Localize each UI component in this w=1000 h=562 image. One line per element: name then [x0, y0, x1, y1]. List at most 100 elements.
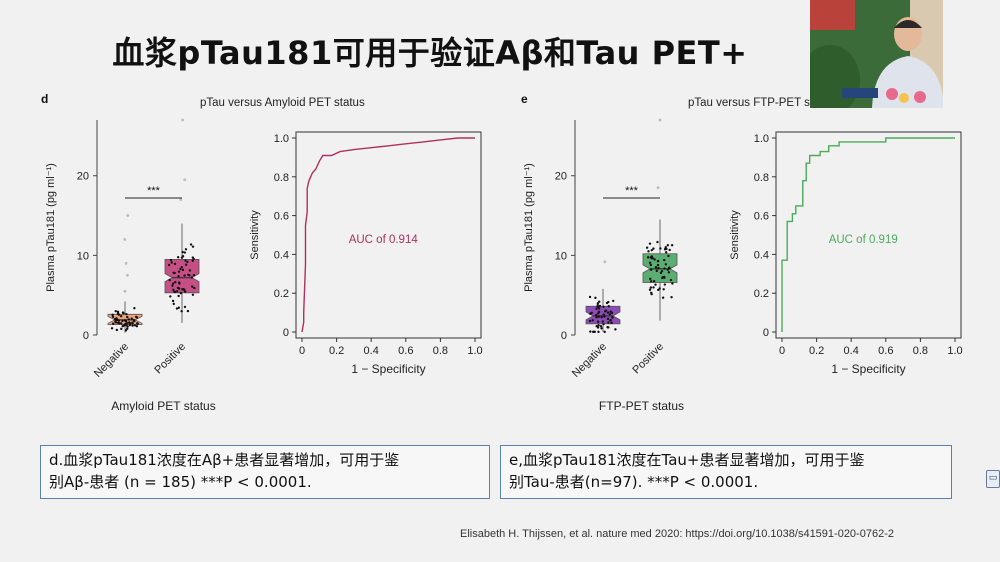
y-tick-label: 0.2: [274, 288, 289, 300]
data-point: [181, 268, 185, 272]
x-axis-label: Amyloid PET status: [111, 399, 215, 413]
data-point: [131, 321, 134, 325]
data-point: [608, 313, 612, 316]
data-point: [600, 315, 603, 319]
y-axis-label: Sensitivity: [249, 210, 261, 260]
data-point: [649, 280, 653, 283]
data-point: [606, 317, 610, 321]
data-point: [186, 309, 190, 313]
data-point: [670, 295, 673, 299]
x-axis-label: 1 − Specificity: [831, 362, 905, 376]
x-tick-label: 0.2: [329, 345, 344, 357]
data-point: [662, 275, 666, 279]
y-tick-label: 20: [77, 171, 89, 183]
data-point: [652, 247, 655, 250]
data-point: [645, 246, 649, 249]
outlier-point: [181, 118, 184, 122]
data-point: [125, 313, 128, 316]
data-point: [121, 319, 124, 323]
data-point: [172, 282, 175, 285]
data-point: [173, 262, 177, 266]
plot-frame: [295, 131, 482, 339]
data-point: [664, 263, 668, 266]
data-point: [614, 328, 617, 331]
category-label-positive: Positive: [152, 341, 188, 377]
data-point: [659, 247, 662, 250]
data-point: [649, 286, 653, 289]
data-point: [611, 316, 614, 319]
data-point: [601, 320, 605, 323]
y-tick-label: 1.0: [274, 133, 289, 145]
data-point: [663, 267, 666, 270]
data-point: [174, 280, 177, 284]
data-point: [179, 267, 182, 271]
data-point: [117, 313, 121, 316]
data-point: [607, 304, 610, 308]
y-tick-label: 10: [555, 250, 567, 262]
y-tick-label: 0.2: [754, 288, 769, 300]
data-point: [124, 329, 128, 332]
outlier-point: [123, 238, 127, 241]
x-tick-label: 0.2: [809, 345, 824, 357]
data-point: [169, 258, 173, 262]
data-point: [121, 311, 125, 314]
data-point: [173, 290, 176, 294]
data-point: [126, 322, 129, 325]
data-point: [191, 245, 195, 248]
data-point: [118, 322, 121, 325]
category-label-negative: Negative: [92, 341, 131, 380]
x-tick-label: 1.0: [947, 345, 962, 357]
citation: Elisabeth H. Thijssen, et al. nature med…: [460, 528, 894, 540]
roc-e: 00 0.2 0.2 0.4 0.4 0.6 0.6 0.8 0.8 1.0 1.0 AUC of 0…: [729, 131, 963, 376]
data-point: [661, 276, 664, 280]
data-point: [189, 243, 193, 246]
y-axis-label: Plasma pTau181 (pg ml⁻¹): [45, 163, 57, 292]
presenter-video-image: [810, 0, 943, 108]
data-point: [648, 261, 652, 264]
data-point: [119, 314, 123, 318]
data-point: [664, 246, 667, 249]
data-point: [588, 319, 592, 323]
data-point: [131, 324, 134, 327]
data-point: [184, 259, 187, 262]
data-point: [588, 295, 592, 299]
data-point: [607, 300, 610, 304]
significance-label: ***: [625, 185, 639, 197]
category-label-negative: Negative: [570, 341, 609, 380]
y-axis-label: Plasma pTau181 (pg ml⁻¹): [523, 163, 535, 292]
data-point: [652, 286, 655, 289]
data-point: [110, 327, 114, 330]
x-tick-label: 0.6: [878, 345, 893, 357]
data-point: [192, 257, 195, 261]
data-point: [668, 266, 671, 269]
boxplot-e: 0 10 20 Negative Positive *** Plasma pTau181 (…: [523, 118, 684, 413]
y-tick-label: 0.6: [754, 211, 769, 223]
data-point: [666, 244, 670, 247]
data-point: [654, 283, 657, 286]
data-point: [663, 258, 666, 262]
data-point: [650, 292, 653, 296]
data-point: [591, 319, 594, 322]
data-point: [175, 290, 179, 293]
data-point: [657, 266, 660, 270]
data-point: [656, 288, 660, 292]
data-point: [606, 326, 609, 329]
data-point: [172, 288, 175, 292]
data-point: [589, 312, 592, 316]
data-point: [606, 311, 610, 314]
data-point: [133, 319, 136, 323]
data-point: [172, 302, 175, 306]
x-axis-label: FTP-PET status: [599, 399, 684, 413]
x-axis-label: 1 − Specificity: [351, 362, 425, 376]
data-point: [179, 291, 183, 295]
roc-curve: [301, 137, 475, 333]
data-point: [656, 259, 660, 263]
outlier-point: [658, 118, 662, 122]
data-point: [175, 307, 179, 310]
data-point: [181, 250, 184, 254]
y-tick-label: 0: [83, 330, 89, 342]
data-point: [126, 315, 129, 319]
roc-d: 00 0.2 0.2 0.4 0.4 0.6 0.6 0.8 0.8 1.0 1.0 AUC of 0…: [249, 131, 483, 376]
data-point: [112, 322, 115, 325]
expand-icon[interactable]: ▭: [986, 470, 1000, 488]
